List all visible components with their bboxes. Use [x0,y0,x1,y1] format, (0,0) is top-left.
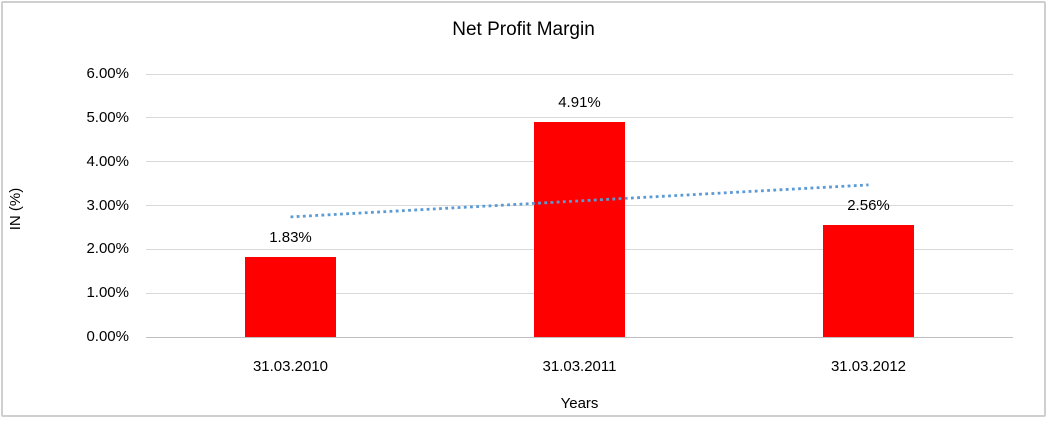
chart-frame: Net Profit Margin IN (%) Years 0.00% 1.00… [1,1,1046,417]
y-tick-label: 4.00% [86,152,129,170]
bar-31.03.2010 [245,256,336,337]
y-tick-label: 5.00% [86,108,129,126]
x-axis-title: Years [560,395,599,412]
y-tick-label: 3.00% [86,196,129,214]
bar-31.03.2012 [823,224,914,337]
plot-area [146,73,1013,338]
x-tick-label: 31.03.2010 [252,358,329,375]
y-tick-label: 6.00% [86,65,129,82]
x-tick-label: 31.03.2011 [542,358,617,375]
y-tick-label: 0.00% [86,328,129,345]
bar-31.03.2011 [534,121,625,337]
gridline [146,117,1013,119]
y-tick-label: 2.00% [86,240,129,258]
chart-title: Net Profit Margin [452,19,595,40]
x-axis-line [146,336,1013,338]
data-label: 4.91% [558,93,601,111]
data-label: 1.83% [269,228,312,246]
x-tick-label: 31.03.2012 [830,358,907,375]
data-label: 2.56% [847,196,890,214]
gridline [146,73,1013,75]
y-tick-label: 1.00% [86,284,129,302]
